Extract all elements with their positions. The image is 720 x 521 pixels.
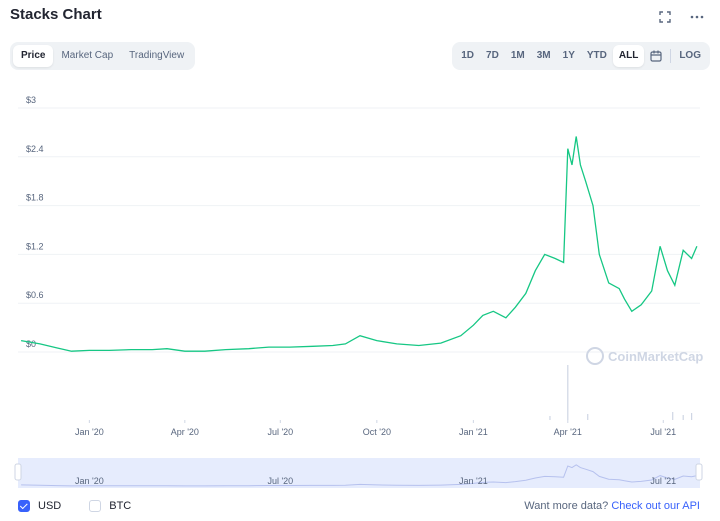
volume-bar: [672, 412, 674, 420]
navigator-handle-left[interactable]: [14, 463, 22, 481]
chart-type-tabs: Price Market Cap TradingView: [10, 42, 196, 70]
btc-label: BTC: [109, 500, 132, 512]
navigator-tick-label: Jan '21: [459, 476, 488, 486]
navigator-handle-right[interactable]: [695, 463, 703, 481]
coinmarketcap-logo-icon: [586, 347, 604, 365]
watermark-text: CoinMarketCap: [608, 349, 703, 364]
range-1m[interactable]: 1M: [510, 50, 525, 61]
x-tick-label: Jan '20: [75, 427, 104, 437]
y-axis: $3 $2.4 $1.8 $1.2 $0.6 $0: [26, 95, 44, 349]
range-all[interactable]: ALL: [612, 45, 645, 67]
tab-tradingview[interactable]: TradingView: [129, 50, 185, 61]
btc-toggle[interactable]: BTC: [89, 500, 131, 512]
price-chart: $3 $2.4 $1.8 $1.2 $0.6 $0 CoinMarketCap Jan '…: [14, 95, 703, 488]
y-tick-label: $0.6: [26, 290, 44, 300]
volume-bars: [549, 365, 693, 420]
range-1y[interactable]: 1Y: [562, 50, 575, 61]
navigator-line: [21, 464, 698, 487]
range-3m[interactable]: 3M: [536, 50, 551, 61]
chart-actions: [658, 10, 704, 24]
x-tick-label: Jan '21: [459, 427, 488, 437]
volume-bar: [549, 416, 551, 420]
y-tick-label: $1.8: [26, 193, 44, 203]
currency-legend: USD BTC: [18, 500, 131, 512]
navigator-tick-label: Jul '20: [267, 476, 293, 486]
usd-label: USD: [38, 500, 62, 512]
page-title: Stacks Chart: [10, 6, 102, 23]
navigator-tick-label: Jan '20: [75, 476, 104, 486]
range-7d[interactable]: 7D: [486, 50, 499, 61]
navigator-tick-label: Jul '21: [650, 476, 676, 486]
range-selector: 1D 7D 1M 3M 1Y YTD ALL LOG: [452, 42, 710, 70]
volume-bar: [682, 415, 684, 420]
more-icon[interactable]: [690, 10, 704, 24]
api-text: Want more data?: [524, 500, 612, 512]
range-divider: [670, 49, 672, 63]
usd-toggle[interactable]: USD: [18, 500, 61, 512]
chart-grid: [18, 107, 700, 353]
y-tick-label: $3: [26, 95, 36, 105]
tab-market-cap[interactable]: Market Cap: [61, 50, 114, 61]
x-tick-label: Jul '21: [650, 427, 676, 437]
calendar-icon[interactable]: [644, 45, 668, 67]
y-tick-label: $1.2: [26, 241, 44, 251]
range-1d[interactable]: 1D: [461, 50, 475, 61]
api-promo: Want more data? Check out our API: [524, 500, 700, 512]
api-link[interactable]: Check out our API: [611, 500, 700, 512]
watermark: CoinMarketCap: [586, 347, 703, 365]
y-tick-label: $2.4: [26, 144, 44, 154]
x-tick-label: Apr '20: [171, 427, 199, 437]
range-navigator: Jan '20 Jul '20 Jan '21 Jul '21: [14, 458, 703, 488]
x-tick-label: Jul '20: [267, 427, 293, 437]
navigator-ticks: Jan '20 Jul '20 Jan '21 Jul '21: [75, 476, 676, 486]
price-line: [20, 136, 698, 352]
log-toggle[interactable]: LOG: [679, 50, 701, 61]
volume-bar: [567, 365, 569, 420]
y-tick-label: $0: [26, 339, 36, 349]
x-axis: Jan '20 Apr '20 Jul '20 Oct '20 Jan '21 Apr '…: [75, 420, 676, 437]
x-tick-label: Apr '21: [554, 427, 582, 437]
fullscreen-icon[interactable]: [658, 10, 672, 24]
btc-checkbox[interactable]: [89, 500, 102, 512]
volume-bar: [691, 413, 693, 420]
range-ytd[interactable]: YTD: [586, 50, 607, 61]
volume-bar: [587, 414, 589, 420]
navigator-track[interactable]: [18, 458, 700, 488]
x-tick-label: Oct '20: [363, 427, 391, 437]
tab-price[interactable]: Price: [13, 45, 54, 67]
usd-checkbox[interactable]: [18, 500, 30, 512]
